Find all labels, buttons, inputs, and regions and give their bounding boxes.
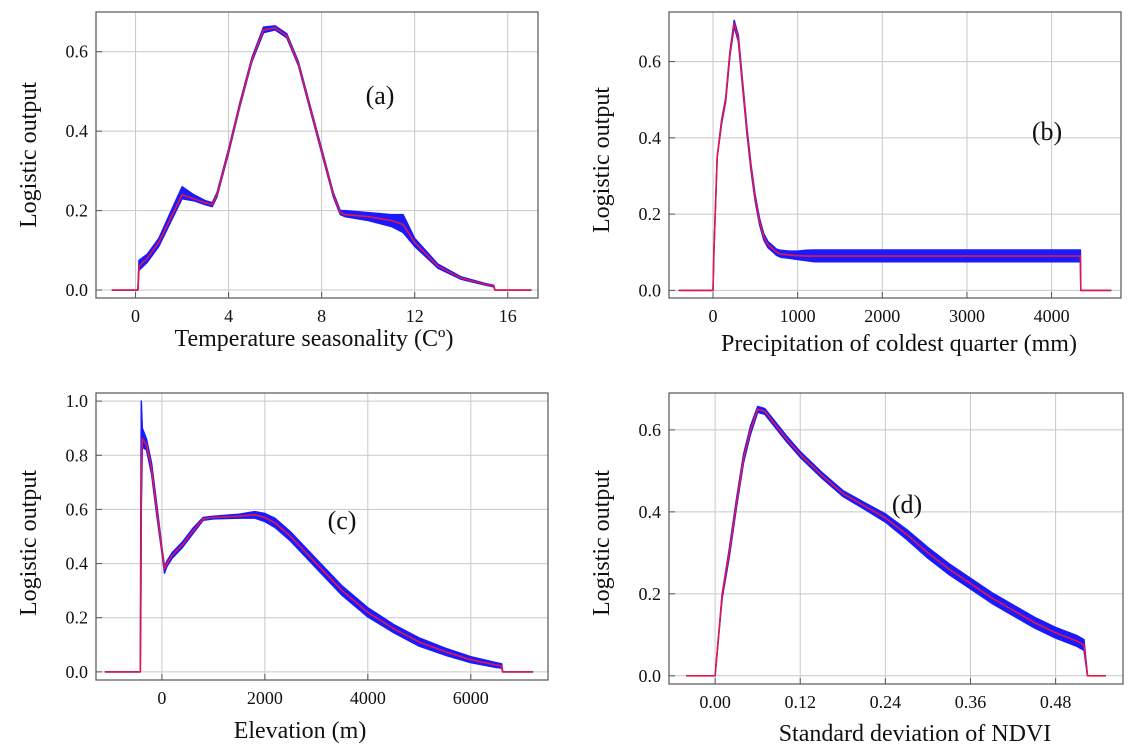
x-tick-label: 8 bbox=[317, 306, 326, 326]
mean-response-line bbox=[112, 27, 531, 291]
x-tick-label: 0 bbox=[157, 688, 166, 708]
x-tick-label: 1000 bbox=[780, 306, 816, 326]
y-tick-label: 0.4 bbox=[639, 128, 662, 148]
y-tick-label: 0.2 bbox=[639, 584, 662, 604]
x-tick-label: 6000 bbox=[453, 688, 489, 708]
chart-a: 0 4 8 12 16 0.0 0.2 0.4 0.6 (a) Temperature seas… bbox=[16, 11, 539, 352]
x-tick-label: 0.00 bbox=[699, 692, 731, 712]
y-tick-label: 0.2 bbox=[639, 204, 662, 224]
panel-label: (c) bbox=[328, 506, 357, 535]
mean-response-line bbox=[686, 408, 1106, 677]
y-tick-label: 1.0 bbox=[66, 391, 89, 411]
chart-d: 0.00 0.12 0.24 0.36 0.48 0.0 0.2 0.4 0.6 (d) Sta… bbox=[589, 392, 1124, 746]
y-tick-label: 0.6 bbox=[66, 42, 89, 62]
x-tick-label: 0 bbox=[709, 306, 718, 326]
plot-frame bbox=[95, 392, 549, 681]
chart-c: 0 2000 4000 6000 0.0 0.2 0.4 0.6 0.8 1.0 (c) Elev… bbox=[16, 391, 549, 744]
x-tick-label: 2000 bbox=[864, 306, 900, 326]
x-tick-label: 4 bbox=[224, 306, 233, 326]
x-tick-label: 4000 bbox=[1034, 306, 1070, 326]
mean-response-line bbox=[105, 438, 533, 673]
plot-area bbox=[96, 12, 538, 298]
plot-area bbox=[669, 393, 1123, 684]
y-axis-label: Logistic output bbox=[16, 470, 42, 616]
panel-label: (b) bbox=[1032, 117, 1062, 146]
y-axis-label: Logistic output bbox=[16, 82, 42, 228]
y-tick-label: 0.6 bbox=[639, 420, 662, 440]
plot-frame bbox=[668, 392, 1124, 685]
y-tick-label: 0.8 bbox=[66, 445, 89, 465]
y-tick-label: 0.0 bbox=[66, 662, 89, 682]
y-tick-label: 0.4 bbox=[639, 502, 662, 522]
y-tick-label: 0.0 bbox=[66, 280, 89, 300]
x-axis-label: Temperature seasonality (Cº) bbox=[175, 326, 454, 352]
x-tick-label: 0.36 bbox=[955, 692, 987, 712]
x-tick-label: 0.12 bbox=[784, 692, 816, 712]
x-tick-label: 0.48 bbox=[1040, 692, 1072, 712]
x-tick-label: 2000 bbox=[247, 688, 283, 708]
x-tick-label: 3000 bbox=[949, 306, 985, 326]
y-tick-label: 0.6 bbox=[639, 52, 662, 72]
y-tick-label: 0.4 bbox=[66, 121, 89, 141]
y-tick-label: 0.6 bbox=[66, 499, 89, 519]
y-tick-label: 0.0 bbox=[639, 280, 662, 300]
uncertainty-band bbox=[685, 405, 1107, 677]
x-tick-label: 0.24 bbox=[870, 692, 902, 712]
x-tick-label: 0 bbox=[131, 306, 140, 326]
y-tick-label: 0.4 bbox=[66, 554, 89, 574]
y-tick-label: 0.2 bbox=[66, 201, 89, 221]
plot-frame bbox=[668, 11, 1122, 299]
plot-frame bbox=[95, 11, 539, 299]
y-tick-label: 0.0 bbox=[639, 666, 662, 686]
plot-area bbox=[96, 393, 548, 680]
x-tick-label: 12 bbox=[406, 306, 424, 326]
x-axis-label: Precipitation of coldest quarter (mm) bbox=[721, 331, 1077, 357]
x-axis-label: Standard deviation of NDVI bbox=[779, 721, 1052, 746]
mean-response-line bbox=[679, 22, 1111, 292]
chart-b: 0 1000 2000 3000 4000 0.0 0.2 0.4 0.6 (b) Precip… bbox=[589, 11, 1122, 357]
y-tick-label: 0.2 bbox=[66, 608, 89, 628]
panel-label: (d) bbox=[892, 490, 922, 519]
x-tick-label: 4000 bbox=[350, 688, 386, 708]
y-axis-label: Logistic output bbox=[589, 470, 615, 616]
x-axis-label: Elevation (m) bbox=[234, 718, 367, 744]
y-axis-label: Logistic output bbox=[589, 87, 615, 233]
x-tick-label: 16 bbox=[499, 306, 517, 326]
panel-label: (a) bbox=[366, 81, 395, 110]
